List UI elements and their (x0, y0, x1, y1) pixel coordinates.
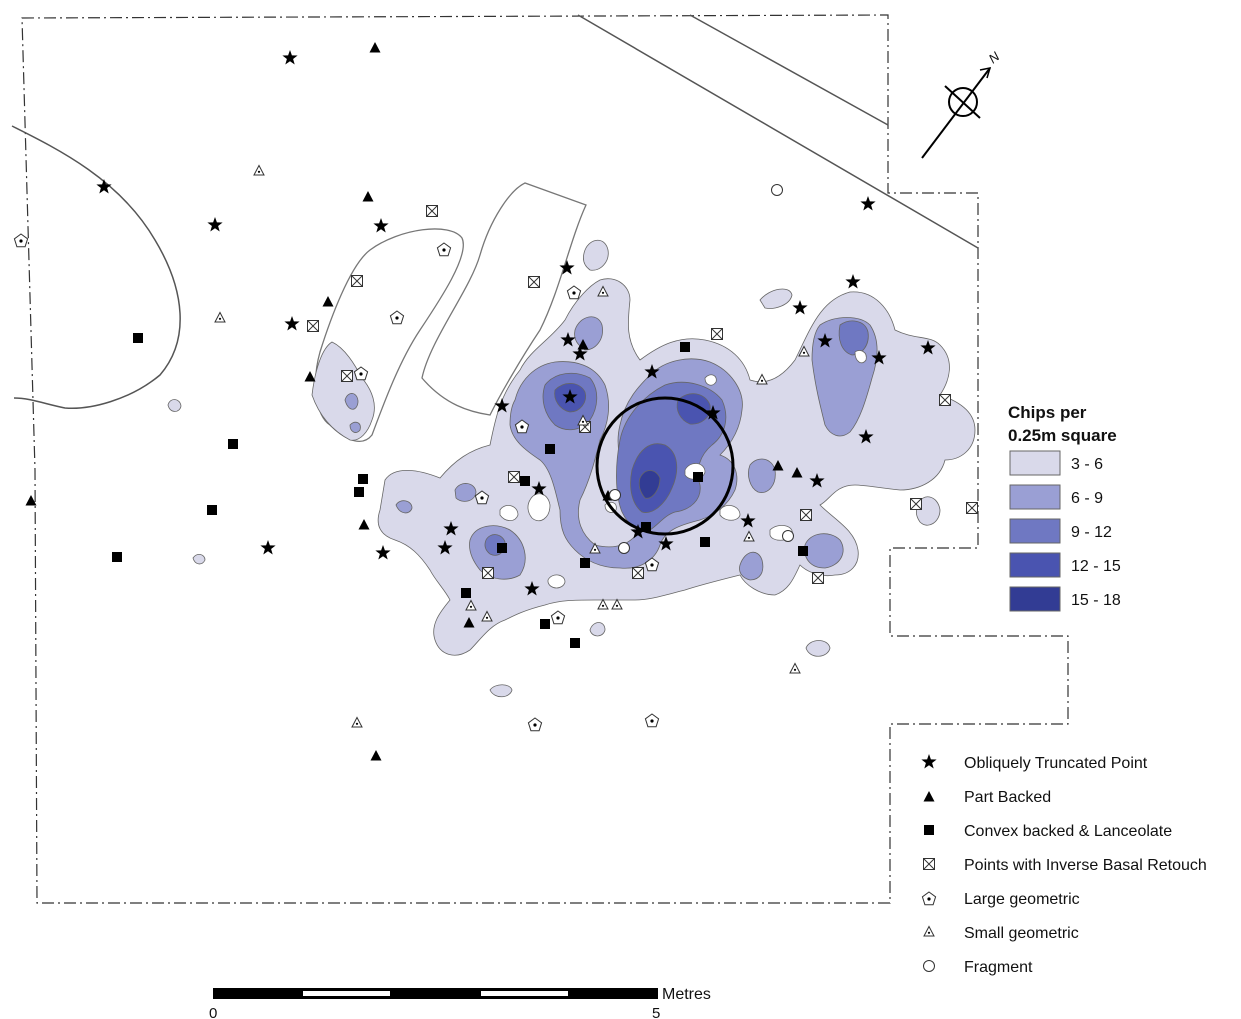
north-label: N (986, 48, 1003, 66)
density-swatch-label-1: 6 - 9 (1071, 490, 1103, 507)
density-swatch-1 (1009, 484, 1061, 510)
legend-label-inverse-basal-retouch: Points with Inverse Basal Retouch (964, 857, 1207, 874)
legend-label-part-backed: Part Backed (964, 789, 1051, 806)
star-icon (921, 754, 937, 769)
north-arrow: N (921, 48, 1003, 159)
density-legend: Chips per 0.25m square 3 - 6 6 - 9 9 - 12 1… (1008, 403, 1121, 612)
linear-features (577, 14, 979, 249)
hearth-circle (595, 396, 735, 536)
scale-start: 0 (209, 1005, 217, 1019)
scale-unit: Metres (662, 986, 711, 1003)
density-swatch-label-0: 3 - 6 (1071, 456, 1103, 473)
legend-label-convex-backed: Convex backed & Lanceolate (964, 823, 1172, 840)
scale-bar: Metres 0 5 (209, 986, 711, 1019)
density-legend-title-1: Chips per (1008, 403, 1087, 422)
legend-label-large-geometric: Large geometric (964, 891, 1080, 908)
circle-icon (923, 960, 935, 972)
density-swatch-4 (1009, 586, 1061, 612)
density-swatch-label-2: 9 - 12 (1071, 524, 1112, 541)
excavation-boundary (21, 14, 1069, 904)
density-legend-title-2: 0.25m square (1008, 426, 1117, 445)
legend-label-obliquely-truncated-point: Obliquely Truncated Point (964, 755, 1148, 772)
triangle-icon (923, 791, 935, 802)
scale-end: 5 (652, 1005, 660, 1019)
artefact-legend: Obliquely Truncated Point Part Backed Co… (921, 754, 1207, 976)
feature-outline-west (11, 125, 181, 409)
pentagon-dot-icon (921, 891, 937, 906)
legend-label-fragment: Fragment (964, 959, 1033, 976)
legend-label-small-geometric: Small geometric (964, 925, 1079, 942)
density-swatch-2 (1009, 518, 1061, 544)
crossed-square-icon (923, 858, 935, 870)
density-contours (167, 239, 976, 698)
density-swatch-label-4: 15 - 18 (1071, 592, 1121, 609)
square-icon (924, 825, 934, 835)
density-swatch-label-3: 12 - 15 (1071, 558, 1121, 575)
density-swatch-0 (1009, 450, 1061, 476)
density-swatch-3 (1009, 552, 1061, 578)
small-triangle-dot-icon (923, 926, 935, 937)
